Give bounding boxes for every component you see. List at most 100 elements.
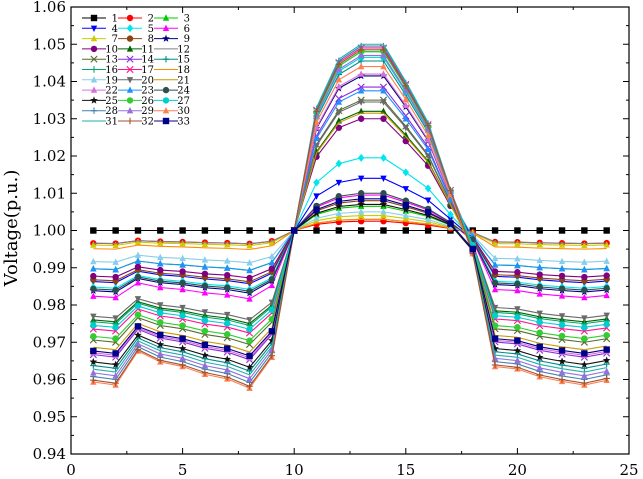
legend-label: 20 bbox=[141, 75, 154, 86]
data-point-bus-7 bbox=[335, 213, 343, 220]
data-point-bus-22 bbox=[90, 86, 98, 93]
data-point-bus-30 bbox=[313, 118, 320, 126]
series-line-bus-9 bbox=[93, 75, 607, 294]
data-point-bus-6 bbox=[268, 281, 276, 289]
data-point-bus-19 bbox=[157, 253, 164, 261]
data-point-bus-33 bbox=[491, 335, 499, 342]
data-point-bus-24 bbox=[268, 276, 276, 283]
data-point-bus-27 bbox=[90, 322, 97, 329]
legend-item-25: 25 bbox=[82, 96, 118, 107]
legend-item-12: 12 bbox=[154, 44, 190, 55]
data-point-bus-6 bbox=[558, 292, 566, 299]
data-point-bus-22 bbox=[335, 82, 343, 90]
data-point-bus-23 bbox=[201, 263, 209, 270]
data-point-bus-23 bbox=[179, 261, 186, 268]
data-point-bus-6 bbox=[134, 279, 142, 286]
series-bus-13 bbox=[89, 96, 611, 349]
series-line-bus-28 bbox=[93, 45, 607, 384]
series-line-bus-24 bbox=[93, 192, 607, 292]
data-point-bus-10 bbox=[402, 137, 409, 145]
data-point-bus-7 bbox=[380, 211, 387, 219]
data-point-bus-27 bbox=[162, 97, 170, 104]
data-point-bus-6 bbox=[514, 286, 521, 294]
x-tick-label: 20 bbox=[508, 461, 527, 479]
data-point-bus-24 bbox=[357, 190, 365, 197]
series-layer bbox=[89, 42, 611, 391]
data-point-bus-1 bbox=[201, 227, 209, 234]
data-point-bus-29 bbox=[157, 350, 164, 357]
data-point-bus-26 bbox=[201, 327, 209, 335]
legend-label: 17 bbox=[141, 65, 154, 76]
data-point-bus-27 bbox=[112, 324, 119, 331]
legend-label: 29 bbox=[141, 106, 154, 117]
data-point-bus-20 bbox=[179, 304, 186, 312]
data-point-bus-19 bbox=[402, 211, 409, 219]
data-point-bus-6 bbox=[536, 290, 543, 297]
data-point-bus-33 bbox=[134, 323, 142, 330]
data-point-bus-1 bbox=[402, 227, 409, 234]
legend-item-20: 20 bbox=[118, 75, 154, 86]
data-point-bus-25 bbox=[379, 200, 388, 208]
data-point-bus-27 bbox=[603, 321, 610, 328]
data-point-bus-33 bbox=[447, 220, 454, 227]
legend-item-18: 18 bbox=[154, 65, 190, 76]
data-point-bus-30 bbox=[162, 107, 170, 114]
legend-label: 12 bbox=[177, 44, 190, 55]
data-point-bus-28 bbox=[90, 107, 98, 114]
data-point-bus-32 bbox=[357, 46, 365, 54]
data-point-bus-25 bbox=[357, 200, 365, 208]
data-point-bus-4 bbox=[357, 175, 365, 183]
data-point-bus-27 bbox=[157, 309, 164, 317]
legend-item-32: 32 bbox=[118, 117, 154, 128]
data-point-bus-5 bbox=[313, 178, 320, 187]
series-line-bus-30 bbox=[93, 66, 607, 389]
data-point-bus-23 bbox=[224, 264, 231, 271]
data-point-bus-6 bbox=[112, 293, 119, 301]
data-point-bus-22 bbox=[380, 70, 387, 77]
legend-label: 26 bbox=[141, 96, 154, 107]
y-tick-label: 1.01 bbox=[33, 184, 66, 202]
data-point-bus-6 bbox=[90, 292, 97, 299]
x-tick-label: 15 bbox=[396, 461, 415, 479]
y-tick-label: 1.04 bbox=[33, 73, 66, 91]
legend-item-3: 3 bbox=[154, 14, 190, 25]
data-point-bus-7 bbox=[112, 241, 119, 249]
data-point-bus-33 bbox=[90, 347, 97, 355]
legend-item-7: 7 bbox=[82, 34, 118, 45]
data-point-bus-7 bbox=[179, 239, 186, 247]
data-point-bus-25 bbox=[535, 353, 544, 361]
data-point-bus-5 bbox=[380, 153, 387, 162]
data-point-bus-24 bbox=[157, 277, 164, 285]
series-line-bus-25 bbox=[93, 203, 607, 368]
data-point-bus-24 bbox=[380, 190, 387, 197]
data-point-bus-33 bbox=[112, 350, 119, 357]
data-point-bus-26 bbox=[603, 331, 610, 339]
legend-item-5: 5 bbox=[118, 24, 154, 35]
legend-item-30: 30 bbox=[154, 106, 190, 117]
series-bus-10 bbox=[90, 115, 610, 282]
series-line-bus-22 bbox=[93, 73, 607, 359]
data-point-bus-10 bbox=[157, 266, 164, 274]
data-point-bus-23 bbox=[447, 196, 454, 203]
legend-label: 8 bbox=[148, 34, 154, 45]
series-line-bus-7 bbox=[93, 215, 607, 247]
series-bus-20 bbox=[90, 99, 610, 324]
data-point-bus-33 bbox=[157, 331, 164, 339]
series-line-bus-26 bbox=[93, 51, 607, 342]
data-point-bus-32 bbox=[402, 82, 409, 90]
data-point-bus-1 bbox=[179, 227, 186, 234]
x-tick-label: 0 bbox=[66, 461, 76, 479]
data-point-bus-25 bbox=[245, 363, 254, 371]
data-point-bus-26 bbox=[179, 322, 186, 329]
data-point-bus-32 bbox=[157, 357, 164, 364]
data-point-bus-25 bbox=[513, 346, 522, 354]
data-point-bus-1 bbox=[357, 227, 365, 234]
data-point-bus-7 bbox=[357, 211, 365, 219]
data-point-bus-1 bbox=[134, 227, 142, 234]
data-point-bus-29 bbox=[558, 368, 566, 375]
legend-item-33: 33 bbox=[154, 117, 190, 128]
data-point-bus-1 bbox=[491, 227, 499, 234]
data-point-bus-26 bbox=[268, 315, 276, 323]
data-point-bus-10 bbox=[491, 268, 499, 275]
